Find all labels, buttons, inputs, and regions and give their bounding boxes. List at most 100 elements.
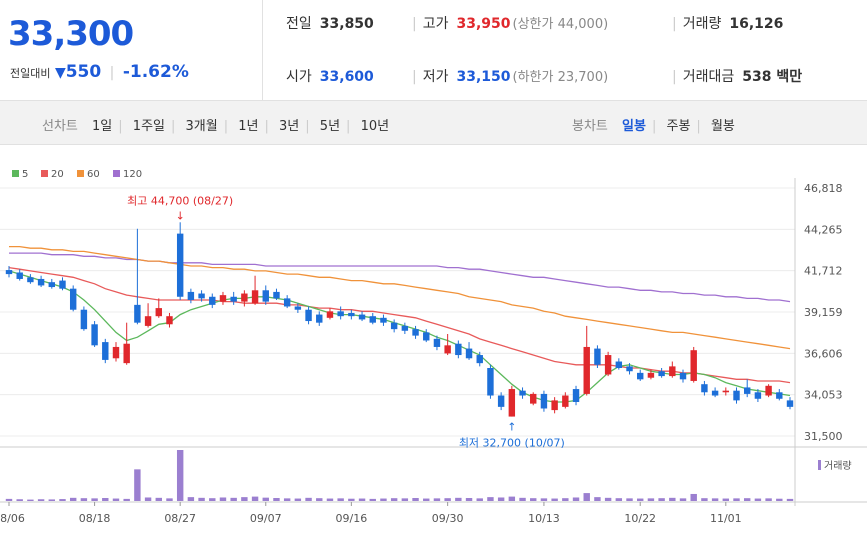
volume-bar <box>337 498 344 501</box>
volume-bar <box>711 498 719 501</box>
candle-body <box>176 233 184 297</box>
legend-label: 5 <box>22 169 28 180</box>
volume-bar <box>594 497 601 501</box>
candle-body <box>647 372 655 378</box>
stat-label: 시가 <box>286 69 312 85</box>
line-chart-tabs: 선차트 1일 | 1주일 | 3개월 | 1년 | 3년 | 5년 | 10년 <box>42 119 390 134</box>
candle-body <box>5 270 13 275</box>
volume-bar <box>540 498 548 501</box>
stat-label: 저가 <box>422 69 449 85</box>
volume-bar <box>262 497 269 501</box>
candle-body <box>615 361 623 369</box>
volume-bar <box>722 498 730 501</box>
tab-3y[interactable]: 3년 <box>279 119 300 134</box>
current-price: 33,300 <box>8 14 134 54</box>
candle-chart-tabs: 봉차트 일봉 | 주봉 | 월봉 <box>572 119 735 134</box>
tab-10y[interactable]: 10년 <box>360 119 390 134</box>
legend-label: 60 <box>87 169 100 180</box>
divider: | <box>109 65 115 81</box>
volume-bar <box>5 498 13 501</box>
stat-sub: (상한가 44,000) <box>512 17 609 32</box>
stat-value: 16,126 <box>729 16 784 32</box>
stat-value: 33,950 <box>456 16 511 32</box>
stat-value: 33,600 <box>319 69 374 85</box>
legend-swatch <box>41 170 48 177</box>
legend-label: 20 <box>51 169 64 180</box>
volume-bar <box>519 497 526 501</box>
volume-bar <box>187 497 195 501</box>
stat-value: 538 백만 <box>742 69 803 85</box>
candle-body <box>733 390 740 401</box>
candle-body <box>144 316 152 326</box>
candle-body <box>583 346 590 394</box>
tab-weekly[interactable]: 주봉 <box>666 119 691 134</box>
volume-legend-swatch <box>818 460 821 470</box>
candle-body <box>187 291 195 301</box>
candle-body <box>551 400 558 411</box>
stat-label: 거래대금 <box>682 69 735 85</box>
tab-1y[interactable]: 1년 <box>238 119 259 134</box>
volume-bar <box>423 498 430 501</box>
x-tick-label: 09/16 <box>336 512 368 525</box>
tab-monthly[interactable]: 월봉 <box>710 119 735 134</box>
candle-body <box>658 371 665 377</box>
candle-body <box>743 387 751 394</box>
stat-value: 33,150 <box>456 69 511 85</box>
candle-body <box>209 296 216 305</box>
candle-body <box>711 390 719 396</box>
candle-body <box>765 385 772 396</box>
stat-amount: | 거래대금 538 백만 <box>672 66 802 86</box>
stat-low: | 저가 33,150 (하한가 23,700) <box>412 66 608 86</box>
tab-1w[interactable]: 1주일 <box>132 119 165 134</box>
divider: | <box>412 69 417 85</box>
candle-body <box>358 314 366 320</box>
volume-bar <box>476 498 483 501</box>
candle-body <box>305 309 312 322</box>
candle-chart-title: 봉차트 <box>572 119 608 134</box>
max-annotation: 최고 44,700 (08/27) <box>127 194 233 207</box>
ma5-line <box>8 270 791 403</box>
price-box: 33,300 전일대비 ▼550 | -1.62% <box>0 0 263 100</box>
tab-1d[interactable]: 1일 <box>92 119 113 134</box>
candle-body <box>637 372 644 380</box>
candle-body <box>112 346 120 359</box>
candle-body <box>369 316 376 323</box>
candle-body <box>476 355 483 364</box>
stat-label: 거래량 <box>682 16 722 32</box>
tab-5y[interactable]: 5년 <box>319 119 341 134</box>
candle-body <box>497 395 505 407</box>
divider: | <box>412 16 417 32</box>
candle-body <box>754 392 762 399</box>
volume-bar <box>48 499 56 501</box>
volume-bar <box>786 498 794 501</box>
volume-bar <box>144 497 152 501</box>
volume-bar <box>562 498 569 501</box>
volume-bar <box>380 498 387 501</box>
volume-bar <box>155 497 162 501</box>
volume-bar <box>316 498 323 501</box>
volume-bar <box>615 498 623 501</box>
candle-body <box>337 311 344 317</box>
volume-bar <box>69 497 77 501</box>
x-tick-label: 08/06 <box>0 512 25 525</box>
tab-daily[interactable]: 일봉 <box>622 119 646 134</box>
candle-body <box>540 393 548 409</box>
candle-body <box>669 366 676 377</box>
volume-bar <box>626 498 633 501</box>
volume-bar <box>305 497 312 501</box>
candle-body <box>16 272 23 279</box>
tab-3m[interactable]: 3개월 <box>185 119 218 134</box>
candle-body <box>230 296 237 302</box>
down-triangle-icon: ▼ <box>54 65 66 81</box>
ma60-line <box>9 245 791 350</box>
min-arrow-icon: ↑ <box>507 421 516 434</box>
volume-bar <box>230 497 237 501</box>
candle-body <box>273 291 280 299</box>
volume-bar <box>572 497 580 501</box>
candle-body <box>69 288 77 310</box>
candle-body <box>155 308 162 317</box>
stat-open: 시가 33,600 <box>286 66 374 86</box>
volume-bar <box>754 498 762 501</box>
candle-body <box>48 282 56 288</box>
volume-bar <box>658 498 665 501</box>
